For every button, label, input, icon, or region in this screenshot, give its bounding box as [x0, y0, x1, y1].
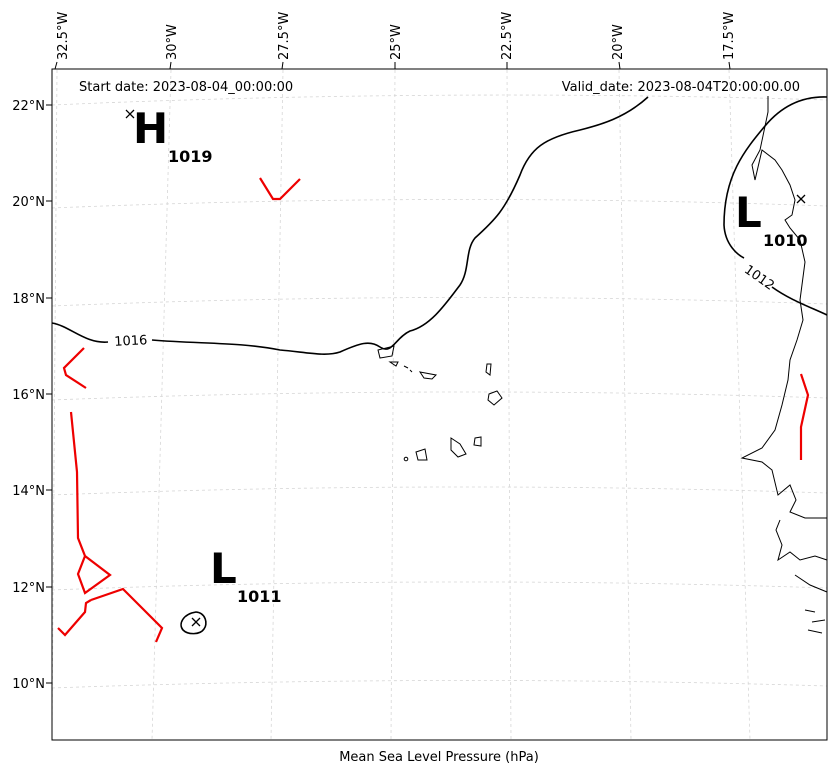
low-center-letter-1010: L — [735, 188, 762, 237]
center-markers — [125, 109, 806, 627]
start-date-label: Start date: 2023-08-04_00:00:00 — [79, 80, 293, 95]
low-center-marker-1011-icon — [191, 617, 201, 627]
high-center-marker-icon — [125, 109, 135, 119]
map-xlabel: Mean Sea Level Pressure (hPa) — [339, 750, 539, 765]
left-ticks — [46, 104, 52, 684]
lat-label-4: 14°N — [12, 484, 45, 499]
high-center-value: 1019 — [168, 147, 213, 166]
isobar-1011-ring — [180, 611, 207, 635]
longitude-labels: 32.5°W 30°W 27.5°W 25°W 22.5°W 20°W 17.5… — [56, 12, 737, 60]
map-frame — [51, 68, 828, 741]
valid-date-label: Valid_date: 2023-08-04T20:00:00.00 — [562, 80, 800, 95]
lat-label-1: 20°N — [12, 195, 45, 210]
lon-label-5: 20°W — [611, 24, 626, 60]
latitude-labels: 22°N 20°N 18°N 16°N 14°N 12°N 10°N — [12, 99, 45, 692]
isobar-1016-line — [51, 96, 649, 355]
lat-label-2: 18°N — [12, 292, 45, 307]
isobars — [51, 96, 828, 635]
lon-label-4: 22.5°W — [500, 12, 515, 60]
isobar-label-1012: 1012 — [741, 262, 777, 293]
coastline — [740, 96, 828, 634]
isobar-label-1016: 1016 — [114, 333, 148, 350]
low-center-marker-1010-icon — [796, 194, 806, 204]
lat-label-6: 10°N — [12, 677, 45, 692]
lon-label-6: 17.5°W — [722, 12, 737, 60]
isobar-1012-line — [723, 96, 828, 316]
lat-label-3: 16°N — [12, 388, 45, 403]
lon-label-0: 32.5°W — [56, 12, 71, 60]
low-center-letter-1011: L — [210, 544, 237, 593]
cape-verde-islands — [377, 345, 503, 462]
lat-label-0: 22°N — [12, 99, 45, 114]
low-center-value-1011: 1011 — [237, 587, 282, 606]
top-ticks — [54, 61, 731, 70]
low-center-value-1010: 1010 — [763, 231, 808, 250]
lon-label-3: 25°W — [389, 24, 404, 60]
lat-label-5: 12°N — [12, 581, 45, 596]
lon-label-2: 27.5°W — [277, 12, 292, 60]
fronts — [57, 177, 810, 643]
high-center-letter: H — [133, 104, 168, 153]
lon-label-1: 30°W — [165, 24, 180, 60]
graticule — [51, 69, 828, 741]
